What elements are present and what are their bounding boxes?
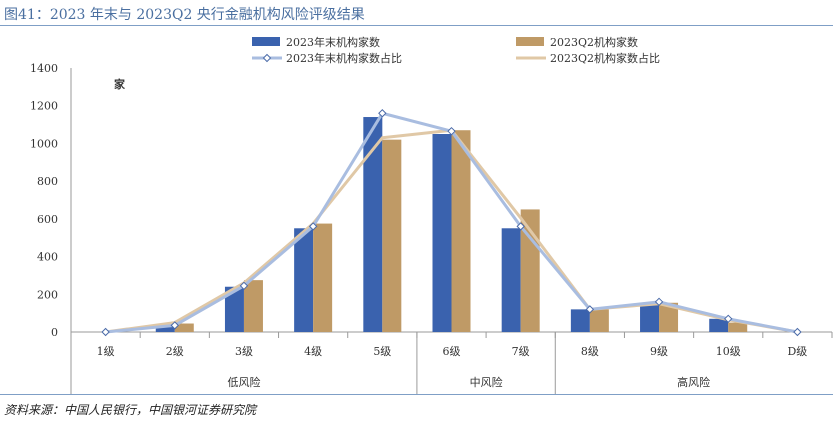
source-note: 资料来源：中国人民银行，中国银河证券研究院 [4,403,257,417]
y-tick-label: 1400 [30,62,58,75]
y-tick-label: 0 [51,326,58,339]
figure-title: 图41：2023 年末与 2023Q2 央行金融机构风险评级结果 [4,7,365,23]
bar-2023-end [709,318,729,332]
y-tick-label: 1200 [30,100,58,113]
marker-2023-end-share [170,321,179,330]
x-tick-label: 3级 [235,345,253,358]
legend-label: 2023Q2机构家数 [550,35,638,49]
bar-2023-end [363,117,383,333]
bar-2023-end [224,286,244,332]
marker-2023-end-share [378,109,387,118]
bar-2023-end [501,228,521,332]
group-label: 低风险 [227,375,260,389]
legend-swatch [252,37,280,46]
bar-2023q2 [589,309,609,332]
bar-2023q2 [174,323,194,332]
legend-marker [262,53,272,63]
bar-2023q2 [313,223,333,332]
x-tick-label: 7级 [512,345,530,358]
bar-2023q2 [728,322,748,332]
x-tick-label: 2级 [166,345,184,358]
x-tick-label: D级 [787,345,807,358]
bar-2023q2 [659,302,679,332]
bar-2023q2 [243,280,263,332]
x-tick-label: 1级 [97,345,115,358]
legend-swatch [516,37,544,46]
legend-label: 2023Q2机构家数占比 [550,51,660,65]
legend-label: 2023年末机构家数 [286,35,380,49]
x-tick-label: 8级 [581,345,599,358]
bar-2023-end [155,326,175,332]
bar-2023-end [570,309,590,332]
y-tick-label: 600 [37,213,58,226]
x-tick-label: 6级 [443,345,461,358]
y-axis-unit-label: 家 [114,77,126,91]
bar-2023q2 [520,209,540,332]
marker-2023-end-share [516,222,525,231]
y-tick-label: 400 [37,251,58,264]
y-tick-label: 1000 [30,137,58,150]
bar-2023q2 [382,139,402,332]
y-tick-label: 800 [37,175,58,188]
marker-2023-end-share [654,297,664,307]
marker-2023-end-share [101,327,110,337]
x-tick-label: 10级 [716,345,741,358]
marker-2023-end-share [585,305,595,314]
x-tick-label: 5级 [373,345,391,358]
marker-2023-end-share [308,222,318,231]
y-tick-label: 200 [37,288,58,301]
bar-2023q2 [451,130,471,332]
marker-2023-end-share [239,281,249,291]
title-divider [0,25,833,26]
bar-2023-end [432,134,452,332]
marker-2023-end-share [447,126,456,136]
group-label: 中风险 [470,375,503,389]
x-tick-label: 9级 [650,345,668,358]
marker-2023-end-share [724,314,733,324]
footer-divider [0,394,833,395]
bar-2023-end [640,303,660,332]
x-tick-label: 4级 [304,345,322,358]
marker-2023-end-share [793,327,802,337]
group-label: 高风险 [677,375,710,389]
bar-2023-end [294,228,314,332]
legend-label: 2023年末机构家数占比 [286,51,402,65]
